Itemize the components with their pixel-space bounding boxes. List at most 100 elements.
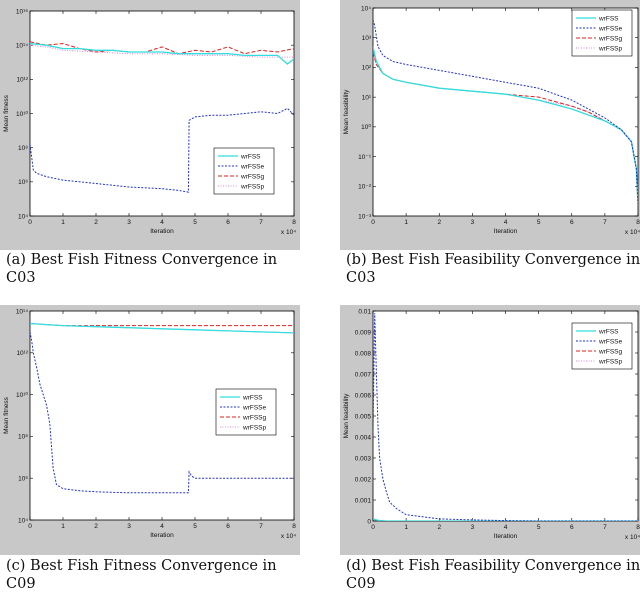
- series-line-wrfss: [30, 322, 294, 334]
- y-tick-label: 0.01: [358, 308, 371, 315]
- y-tick-label: 10¹⁶: [16, 8, 28, 15]
- x-tick-label: 2: [437, 219, 441, 226]
- legend-label-wrfssg: wrFSSg: [598, 348, 623, 355]
- x-tick-label: 8: [636, 524, 640, 531]
- x-tick-label: 8: [292, 219, 296, 226]
- x-tick-label: 8: [292, 523, 296, 530]
- legend-label-wrfssp: wrFSSp: [598, 358, 623, 365]
- y-tick-label: 10³: [362, 35, 372, 42]
- x-multiplier-label: x 10⁴: [281, 229, 296, 236]
- x-tick-label: 0: [28, 219, 32, 226]
- legend-label-wrfssp: wrFSSp: [242, 424, 267, 431]
- y-tick-label: 10⁰: [361, 123, 371, 131]
- series-line-wrfsse: [373, 313, 638, 521]
- legend-label-wrfssp: wrFSSp: [598, 45, 623, 52]
- x-tick-label: 1: [404, 524, 408, 531]
- y-axis-label: Mean fitness: [3, 396, 10, 434]
- legend-label-wrfss: wrFSS: [242, 394, 263, 401]
- x-tick-label: 3: [471, 219, 475, 226]
- x-tick-label: 4: [160, 523, 164, 530]
- y-tick-label: 0.003: [355, 455, 372, 462]
- y-tick-label: 0.008: [355, 350, 372, 357]
- x-tick-label: 3: [127, 523, 131, 530]
- caption-c: (c) Best Fish Fitness Convergence in C09: [6, 558, 277, 592]
- y-tick-label: 10¹: [362, 94, 372, 101]
- y-tick-label: 10⁴: [18, 213, 28, 220]
- x-axis-label: Iteration: [494, 228, 518, 235]
- chart-d-feasibility-c09: 0 1 2 3 4 5 6 7 8 0 0.001 0.002 0.003 0.004 0.005 0.006…: [340, 305, 640, 555]
- x-tick-label: 5: [193, 523, 197, 530]
- series-line-wrfsse: [373, 19, 638, 205]
- legend: wrFSS wrFSSe wrFSSg wrFSSp: [213, 147, 275, 195]
- y-tick-label: 10²: [362, 65, 372, 72]
- x-tick-label: 3: [127, 219, 131, 226]
- x-tick-label: 7: [259, 219, 263, 226]
- legend: wrFSS wrFSSe wrFSSg wrFSSp: [571, 9, 633, 57]
- x-axis-label: Iteration: [150, 228, 174, 235]
- x-tick-label: 0: [28, 523, 32, 530]
- y-tick-label: 0.005: [355, 413, 372, 420]
- y-tick-label: 10⁻²: [358, 184, 372, 191]
- x-multiplier-label: x 10⁴: [625, 534, 640, 541]
- legend-label-wrfssg: wrFSSg: [240, 173, 265, 180]
- x-tick-label: 2: [94, 219, 98, 226]
- x-tick-label: 3: [471, 524, 475, 531]
- x-axis-label: Iteration: [494, 533, 518, 540]
- legend-label-wrfsse: wrFSSe: [240, 163, 265, 170]
- legend-label-wrfss: wrFSS: [598, 328, 619, 335]
- y-tick-label: 10¹²: [16, 350, 28, 357]
- chart-b-feasibility-c03: 0 1 2 3 4 5 6 7 8 10⁻³ 10⁻² 10⁻¹ 10⁰ 10¹ 10² 10³ 10⁴ Iter…: [340, 0, 640, 250]
- x-tick-label: 5: [193, 219, 197, 226]
- x-multiplier-label: x 10⁴: [625, 229, 640, 236]
- series-line-wrfss: [373, 518, 638, 521]
- y-axis-label: Mean fitness: [3, 94, 10, 132]
- y-tick-label: 0.004: [355, 434, 372, 441]
- y-axis-label: Mean feasibility: [343, 89, 350, 135]
- x-tick-label: 2: [94, 523, 98, 530]
- y-tick-label: 0.002: [355, 476, 372, 483]
- series-line-wrfssg: [30, 41, 294, 55]
- legend: wrFSS wrFSSe wrFSSg wrFSSp: [215, 388, 277, 436]
- caption-d: (d) Best Fish Feasibility Convergence in…: [346, 558, 640, 592]
- y-tick-label: 10⁻³: [358, 213, 372, 220]
- y-tick-label: 10⁶: [18, 476, 28, 483]
- y-tick-label: 0.007: [355, 371, 372, 378]
- x-tick-label: 2: [437, 524, 441, 531]
- x-tick-label: 4: [504, 524, 508, 531]
- series-line-wrfsse: [30, 331, 294, 494]
- legend-label-wrfsse: wrFSSe: [598, 338, 623, 345]
- chart-a-fitness-c03: 0 1 2 3 4 5 6 7 8 10⁴ 10⁶ 10⁸ 10¹⁰ 10¹² 10¹⁴ 10¹⁶ Iterat…: [0, 0, 300, 250]
- y-tick-label: 0: [367, 518, 371, 525]
- legend-label-wrfssg: wrFSSg: [242, 414, 267, 421]
- y-tick-label: 10⁸: [18, 434, 28, 441]
- y-tick-label: 10⁶: [18, 179, 28, 186]
- y-tick-label: 0.009: [355, 329, 372, 336]
- x-tick-label: 6: [226, 523, 230, 530]
- x-tick-label: 4: [160, 219, 164, 226]
- y-tick-label: 10¹²: [16, 77, 28, 84]
- x-tick-label: 1: [404, 219, 408, 226]
- x-tick-label: 7: [603, 219, 607, 226]
- legend-label-wrfsse: wrFSSe: [242, 404, 267, 411]
- legend-label-wrfsse: wrFSSe: [598, 25, 623, 32]
- y-tick-label: 10⁻¹: [358, 154, 372, 161]
- x-tick-label: 5: [537, 524, 541, 531]
- x-tick-label: 6: [226, 219, 230, 226]
- x-axis-label: Iteration: [150, 532, 174, 539]
- chart-c-fitness-c09: 0 1 2 3 4 5 6 7 8 10⁴ 10⁶ 10⁸ 10¹⁰ 10¹² 10¹⁴ Iteration M…: [0, 305, 300, 555]
- x-tick-label: 0: [371, 219, 375, 226]
- legend: wrFSS wrFSSe wrFSSg wrFSSp: [571, 322, 633, 370]
- y-tick-label: 10¹⁰: [16, 391, 28, 399]
- x-tick-label: 7: [603, 524, 607, 531]
- x-tick-label: 6: [570, 219, 574, 226]
- legend-label-wrfssp: wrFSSp: [240, 183, 265, 190]
- x-tick-label: 1: [61, 523, 65, 530]
- series-line-wrfssp: [30, 44, 294, 58]
- x-multiplier-label: x 10⁴: [281, 533, 296, 540]
- x-tick-label: 8: [636, 219, 640, 226]
- y-tick-label: 10¹⁰: [16, 110, 28, 118]
- x-tick-label: 6: [570, 524, 574, 531]
- y-axis-label: Mean feasibility: [343, 393, 350, 439]
- x-tick-label: 4: [504, 219, 508, 226]
- x-tick-label: 7: [259, 523, 263, 530]
